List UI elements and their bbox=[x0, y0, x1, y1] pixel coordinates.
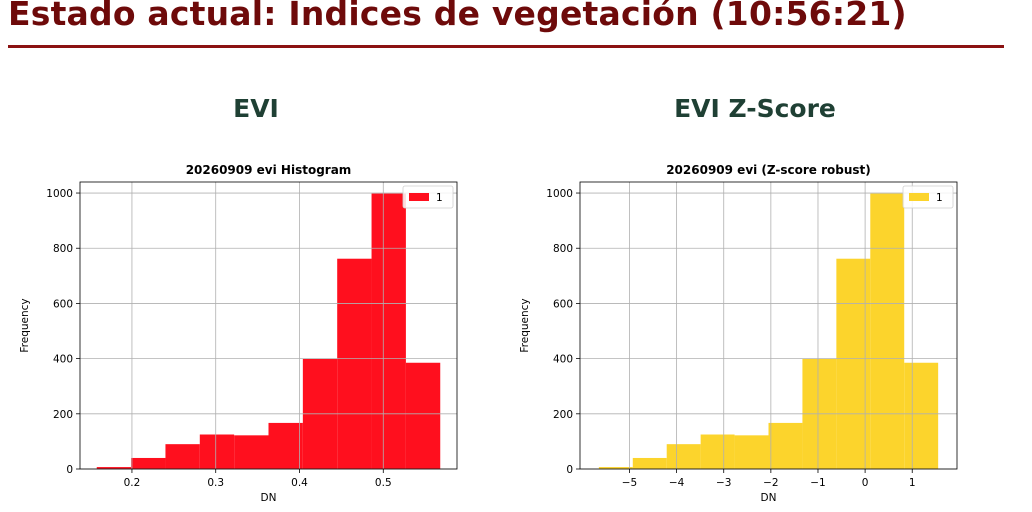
chart1-histogram-bar bbox=[870, 193, 905, 469]
chart0-chart-title: 20260909 evi Histogram bbox=[186, 163, 352, 177]
chart0-y-tick-label: 400 bbox=[53, 354, 73, 366]
chart0-x-axis-label: DN bbox=[261, 492, 277, 504]
chart0-histogram-bar bbox=[131, 457, 166, 469]
chart1-histogram-bar bbox=[700, 434, 735, 469]
chart1-histogram-bar bbox=[632, 457, 667, 469]
chart0-histogram-bar bbox=[165, 444, 200, 469]
chart1-x-tick-label: −3 bbox=[716, 477, 731, 489]
chart1-histogram-bar bbox=[734, 435, 769, 469]
chart1-histogram-bar bbox=[768, 422, 803, 469]
chart0-y-tick-label: 200 bbox=[53, 409, 73, 421]
chart1-x-axis-label: DN bbox=[761, 492, 777, 504]
chart0-y-tick-label: 0 bbox=[66, 464, 73, 476]
chart1-histogram-bar bbox=[598, 467, 633, 469]
chart1-x-tick-label: 1 bbox=[909, 477, 916, 489]
chart1-y-tick-label: 600 bbox=[553, 298, 573, 310]
chart1-chart-title: 20260909 evi (Z-score robust) bbox=[666, 163, 871, 177]
evi-histogram-chart: 0 200 400 600 800 1000 0.2 0.3 0.4 0.5 20260909 ev… bbox=[19, 163, 458, 504]
chart0-histogram-bar bbox=[268, 422, 303, 469]
chart1-x-tick-label: −2 bbox=[763, 477, 778, 489]
chart0-y-tick-label: 800 bbox=[53, 243, 73, 255]
chart1-histogram-bar bbox=[666, 444, 701, 469]
chart1-y-tick-label: 800 bbox=[553, 243, 573, 255]
chart1-y-axis-label: Frequency bbox=[519, 298, 531, 352]
chart1-legend-label: 1 bbox=[936, 192, 943, 204]
chart0-y-axis-label: Frequency bbox=[19, 298, 31, 352]
chart0-legend-label: 1 bbox=[436, 192, 443, 204]
chart0-histogram-bar bbox=[405, 362, 441, 469]
chart1-x-tick-label: 0 bbox=[862, 477, 869, 489]
evi-zscore-histogram-chart: 0 200 400 600 800 1000 −5 −4 −3 −2 −1 0 1 20260909 ev… bbox=[519, 163, 958, 504]
chart1-x-tick-label: −4 bbox=[669, 477, 685, 489]
page-title: Estado actual: Índices de vegetación (10… bbox=[8, 0, 907, 33]
chart0-histogram-bar bbox=[199, 434, 235, 469]
chart0-legend-swatch bbox=[409, 193, 429, 201]
chart1-y-tick-label: 0 bbox=[566, 464, 573, 476]
chart1-y-tick-label: 1000 bbox=[546, 188, 573, 200]
zscore-panel-heading: EVI Z-Score bbox=[674, 94, 836, 123]
chart0-plot-frame bbox=[79, 181, 458, 470]
chart1-legend-swatch bbox=[909, 193, 929, 201]
chart1-x-tick-label: −5 bbox=[622, 477, 637, 489]
chart0-histogram-bar bbox=[337, 258, 372, 469]
title-divider bbox=[8, 45, 1004, 48]
chart0-x-tick-label: 0.2 bbox=[124, 477, 141, 489]
chart1-x-tick-label: −1 bbox=[810, 477, 825, 489]
chart0-y-tick-label: 600 bbox=[53, 298, 73, 310]
chart0-histogram-bar bbox=[371, 193, 406, 469]
chart1-plot-frame bbox=[579, 181, 958, 470]
chart1-y-tick-label: 200 bbox=[553, 409, 573, 421]
chart0-histogram-bar bbox=[96, 467, 132, 469]
chart0-x-tick-label: 0.5 bbox=[375, 477, 392, 489]
chart0-y-tick-label: 1000 bbox=[46, 188, 73, 200]
chart1-histogram-bar bbox=[836, 258, 871, 469]
chart1-y-tick-label: 400 bbox=[553, 354, 573, 366]
evi-panel-heading: EVI bbox=[233, 94, 279, 123]
chart0-histogram-bar bbox=[234, 435, 269, 469]
chart0-x-tick-label: 0.4 bbox=[291, 477, 308, 489]
chart1-histogram-bar bbox=[904, 362, 939, 469]
chart0-x-tick-label: 0.3 bbox=[207, 477, 224, 489]
